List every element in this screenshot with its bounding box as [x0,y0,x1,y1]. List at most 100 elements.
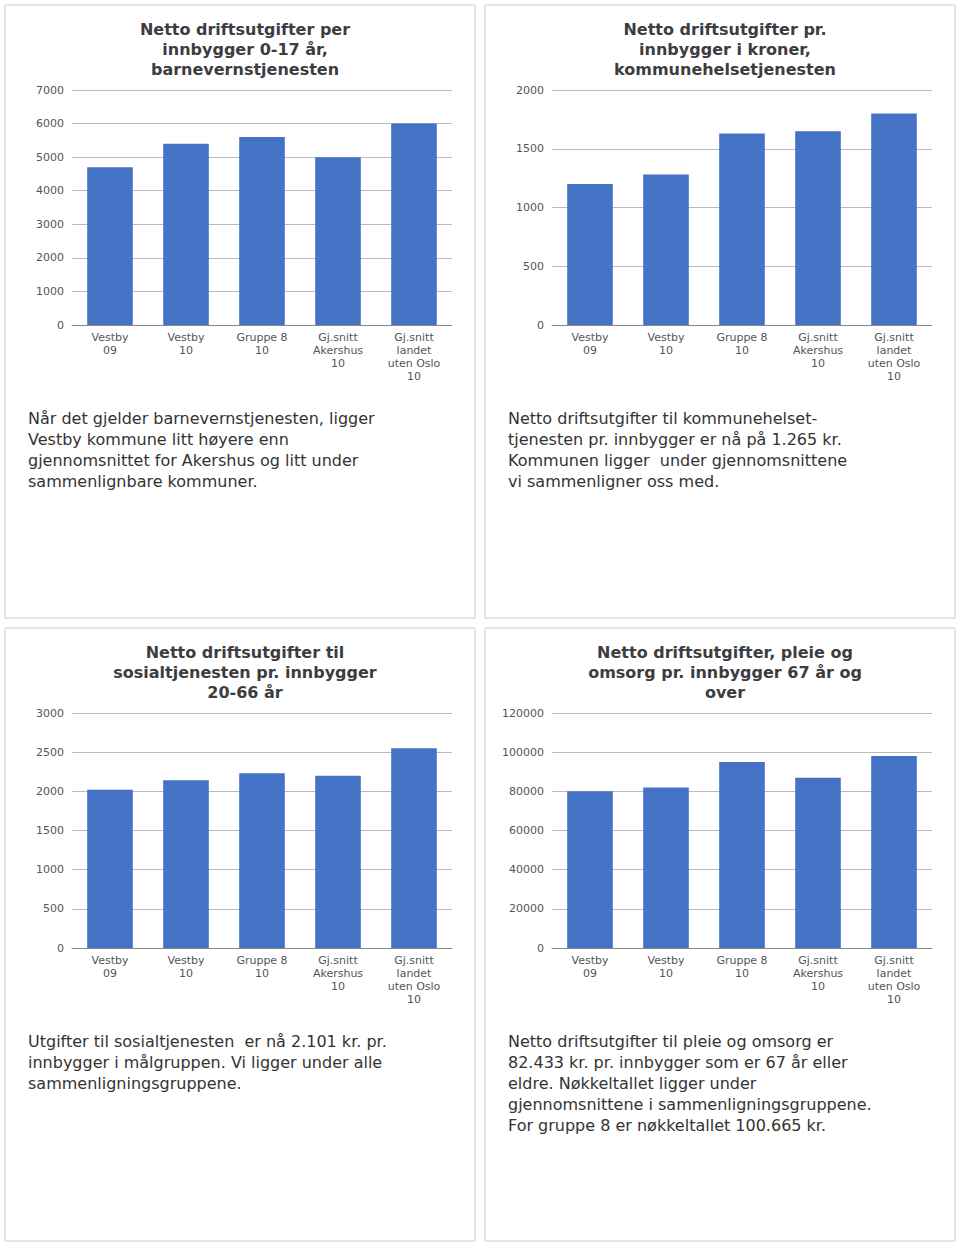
svg-text:Vestby: Vestby [92,331,129,344]
svg-text:0: 0 [57,319,64,332]
svg-text:10: 10 [407,370,421,383]
svg-text:10: 10 [255,344,269,357]
svg-text:500: 500 [43,902,64,915]
svg-text:vi sammenligner oss med.: vi sammenligner oss med. [508,472,719,491]
svg-text:2000: 2000 [36,785,64,798]
svg-text:Akershus: Akershus [793,344,843,357]
svg-text:innbygger i kroner,: innbygger i kroner, [639,40,811,59]
svg-text:09: 09 [103,967,117,980]
svg-text:Netto driftsutgifter til pleie: Netto driftsutgifter til pleie og omsorg… [508,1032,834,1051]
svg-text:09: 09 [583,967,597,980]
svg-text:82.433 kr. pr. innbygger som e: 82.433 kr. pr. innbygger som er 67 år el… [508,1053,848,1072]
svg-text:500: 500 [523,260,544,273]
svg-text:7000: 7000 [36,84,64,97]
svg-text:40000: 40000 [509,863,544,876]
svg-text:80000: 80000 [509,785,544,798]
svg-text:For gruppe 8 er nøkkeltallet 1: For gruppe 8 er nøkkeltallet 100.665 kr. [508,1116,826,1135]
svg-text:Vestby: Vestby [92,954,129,967]
svg-text:Vestby: Vestby [572,954,609,967]
svg-text:innbygger 0-17 år,: innbygger 0-17 år, [162,40,327,59]
svg-text:Gj.snitt: Gj.snitt [394,954,434,967]
svg-text:Gj.snitt: Gj.snitt [318,954,358,967]
svg-text:over: over [705,683,745,702]
svg-text:3000: 3000 [36,218,64,231]
svg-text:1500: 1500 [36,824,64,837]
svg-text:60000: 60000 [509,824,544,837]
svg-text:landet: landet [877,967,913,980]
svg-text:landet: landet [877,344,913,357]
svg-text:Gj.snitt: Gj.snitt [798,331,838,344]
svg-text:Utgifter til sosialtjenesten: Utgifter til sosialtjenesten er nå 2.101… [28,1032,387,1051]
svg-text:omsorg pr. innbygger 67 år og: omsorg pr. innbygger 67 år og [588,663,862,682]
svg-text:100000: 100000 [502,746,544,759]
svg-text:3000: 3000 [36,707,64,720]
svg-text:Vestby: Vestby [168,954,205,967]
svg-text:10: 10 [887,993,901,1006]
svg-text:2000: 2000 [36,251,64,264]
svg-text:Gj.snitt: Gj.snitt [798,954,838,967]
svg-text:Vestby: Vestby [572,331,609,344]
svg-text:Gruppe 8: Gruppe 8 [236,331,287,344]
svg-text:Netto driftsutgifter, pleie og: Netto driftsutgifter, pleie og [597,643,853,662]
svg-text:0: 0 [537,319,544,332]
svg-text:1000: 1000 [36,863,64,876]
svg-text:120000: 120000 [502,707,544,720]
svg-text:4000: 4000 [36,184,64,197]
svg-text:2500: 2500 [36,746,64,759]
svg-text:Akershus: Akershus [793,967,843,980]
svg-text:Vestby: Vestby [648,954,685,967]
svg-text:Gj.snitt: Gj.snitt [394,331,434,344]
svg-text:sosialtjenesten pr. innbygger: sosialtjenesten pr. innbygger [113,663,377,682]
svg-text:Netto driftsutgifter pr.: Netto driftsutgifter pr. [623,20,826,39]
svg-text:Netto driftsutgifter til kommu: Netto driftsutgifter til kommunehelset- [508,409,817,428]
svg-text:Gj.snitt: Gj.snitt [874,331,914,344]
svg-text:10: 10 [407,993,421,1006]
svg-text:20-66 år: 20-66 år [207,683,283,702]
svg-text:Gj.snitt: Gj.snitt [874,954,914,967]
svg-text:0: 0 [537,942,544,955]
svg-text:10: 10 [735,344,749,357]
svg-text:Kommunen ligger under gjennom: Kommunen ligger under gjennomsnittene [508,451,847,470]
svg-text:10: 10 [659,967,673,980]
svg-text:10: 10 [887,370,901,383]
svg-text:Når det gjelder barnevernstjen: Når det gjelder barnevernstjenesten, lig… [28,409,375,428]
svg-text:6000: 6000 [36,117,64,130]
svg-text:10: 10 [735,967,749,980]
svg-text:Netto driftsutgifter til: Netto driftsutgifter til [146,643,345,662]
svg-text:5000: 5000 [36,151,64,164]
svg-text:barnevernstjenesten: barnevernstjenesten [151,60,339,79]
svg-text:sammenligningsgruppene.: sammenligningsgruppene. [28,1074,242,1093]
svg-text:kommunehelsetjenesten: kommunehelsetjenesten [614,60,836,79]
svg-text:sammenlignbare kommuner.: sammenlignbare kommuner. [28,472,258,491]
svg-text:Vestby kommune litt høyere enn: Vestby kommune litt høyere enn [28,430,289,449]
svg-text:Gruppe 8: Gruppe 8 [716,954,767,967]
svg-text:10: 10 [255,967,269,980]
svg-text:1000: 1000 [516,201,544,214]
svg-text:uten Oslo: uten Oslo [388,357,441,370]
svg-text:09: 09 [583,344,597,357]
svg-text:10: 10 [659,344,673,357]
svg-text:Netto driftsutgifter per: Netto driftsutgifter per [140,20,350,39]
svg-text:0: 0 [57,942,64,955]
svg-text:gjennomsnittet for Akershus og: gjennomsnittet for Akershus og litt unde… [28,451,359,470]
svg-text:Vestby: Vestby [648,331,685,344]
svg-text:10: 10 [179,967,193,980]
svg-text:gjennomsnittene i sammenlignin: gjennomsnittene i sammenligningsgruppene… [508,1095,872,1114]
svg-text:2000: 2000 [516,84,544,97]
svg-text:09: 09 [103,344,117,357]
svg-text:10: 10 [179,344,193,357]
svg-text:uten Oslo: uten Oslo [388,980,441,993]
svg-text:eldre. Nøkkeltallet ligger und: eldre. Nøkkeltallet ligger under [508,1074,757,1093]
svg-text:10: 10 [331,980,345,993]
svg-text:10: 10 [331,357,345,370]
svg-text:uten Oslo: uten Oslo [868,357,921,370]
svg-text:Gruppe 8: Gruppe 8 [236,954,287,967]
svg-text:Gruppe 8: Gruppe 8 [716,331,767,344]
svg-text:innbygger i målgruppen. Vi lig: innbygger i målgruppen. Vi ligger under … [28,1053,382,1072]
svg-text:1000: 1000 [36,285,64,298]
svg-text:uten Oslo: uten Oslo [868,980,921,993]
svg-text:tjenesten pr. innbygger er nå: tjenesten pr. innbygger er nå på 1.265 k… [508,430,842,449]
svg-text:20000: 20000 [509,902,544,915]
svg-text:Vestby: Vestby [168,331,205,344]
svg-text:10: 10 [811,357,825,370]
